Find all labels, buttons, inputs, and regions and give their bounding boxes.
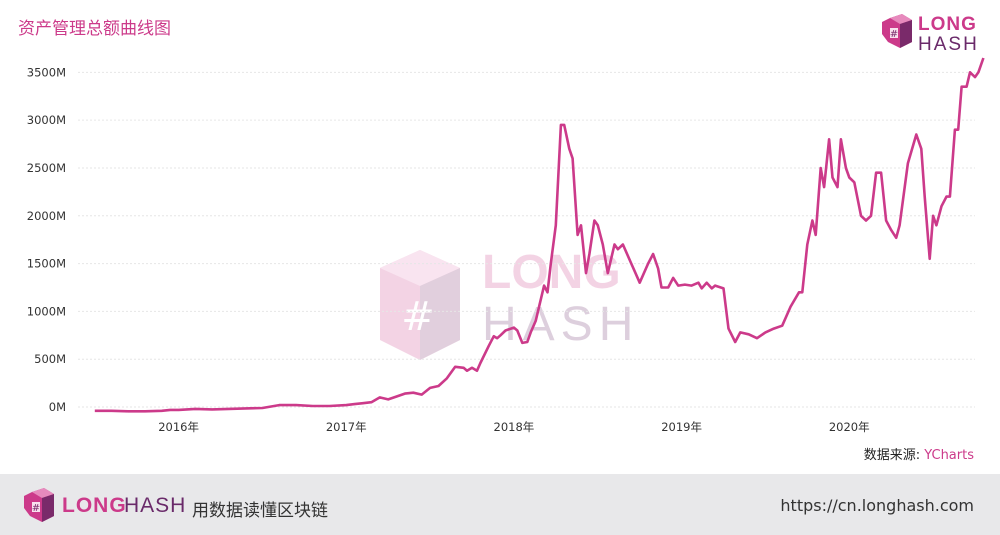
- svg-text:#: #: [890, 29, 898, 40]
- longhash-logo-icon: #: [882, 14, 912, 48]
- longhash-logo[interactable]: # LONG HASH: [882, 10, 982, 56]
- watermark-word-hash: HASH: [482, 298, 639, 351]
- svg-text:#: #: [401, 294, 435, 340]
- footer-logo-word-long: LONG: [62, 494, 127, 517]
- watermark-logo-icon: #: [380, 250, 460, 360]
- y-tick-label: 3500M: [27, 65, 66, 79]
- y-axis: 0M 500M 1000M 1500M 2000M 2500M 3000M 3500M: [27, 65, 66, 414]
- x-tick-label: 2019年: [661, 420, 702, 434]
- logo-word-long: LONG: [918, 14, 977, 35]
- y-tick-label: 3000M: [27, 113, 66, 127]
- footer-logo-word-hash: HASH: [124, 494, 187, 517]
- svg-text:#: #: [32, 503, 40, 514]
- footer-bar: # LONG HASH 用数据读懂区块链 https://cn.longhash…: [0, 474, 1000, 535]
- logo-word-hash: HASH: [918, 34, 979, 55]
- y-tick-label: 0M: [49, 400, 66, 414]
- x-axis: 2016年 2017年 2018年 2019年 2020年: [158, 420, 869, 434]
- footer-url-link[interactable]: https://cn.longhash.com: [780, 496, 974, 515]
- x-tick-label: 2020年: [829, 420, 870, 434]
- aum-line-chart: # LONG HASH 0M500M1000M1500M2000M2500M30…: [27, 57, 985, 434]
- y-tick-label: 2000M: [27, 209, 66, 223]
- grid-lines: [78, 71, 975, 408]
- source-note: 数据来源: YCharts: [864, 444, 974, 463]
- y-tick-label: 2500M: [27, 161, 66, 175]
- chart-title: 资产管理总额曲线图: [18, 19, 171, 39]
- y-tick-label: 1500M: [27, 257, 66, 271]
- x-tick-label: 2016年: [158, 420, 199, 434]
- footer-logo-icon: #: [24, 488, 54, 522]
- x-tick-label: 2018年: [494, 420, 535, 434]
- source-link[interactable]: YCharts: [924, 448, 974, 463]
- footer-slogan: 用数据读懂区块链: [192, 501, 328, 521]
- series-line: [94, 57, 985, 413]
- source-label: 数据来源:: [863, 448, 925, 463]
- y-tick-label: 500M: [34, 352, 66, 366]
- y-tick-label: 1000M: [27, 304, 66, 318]
- x-tick-label: 2017年: [326, 420, 367, 434]
